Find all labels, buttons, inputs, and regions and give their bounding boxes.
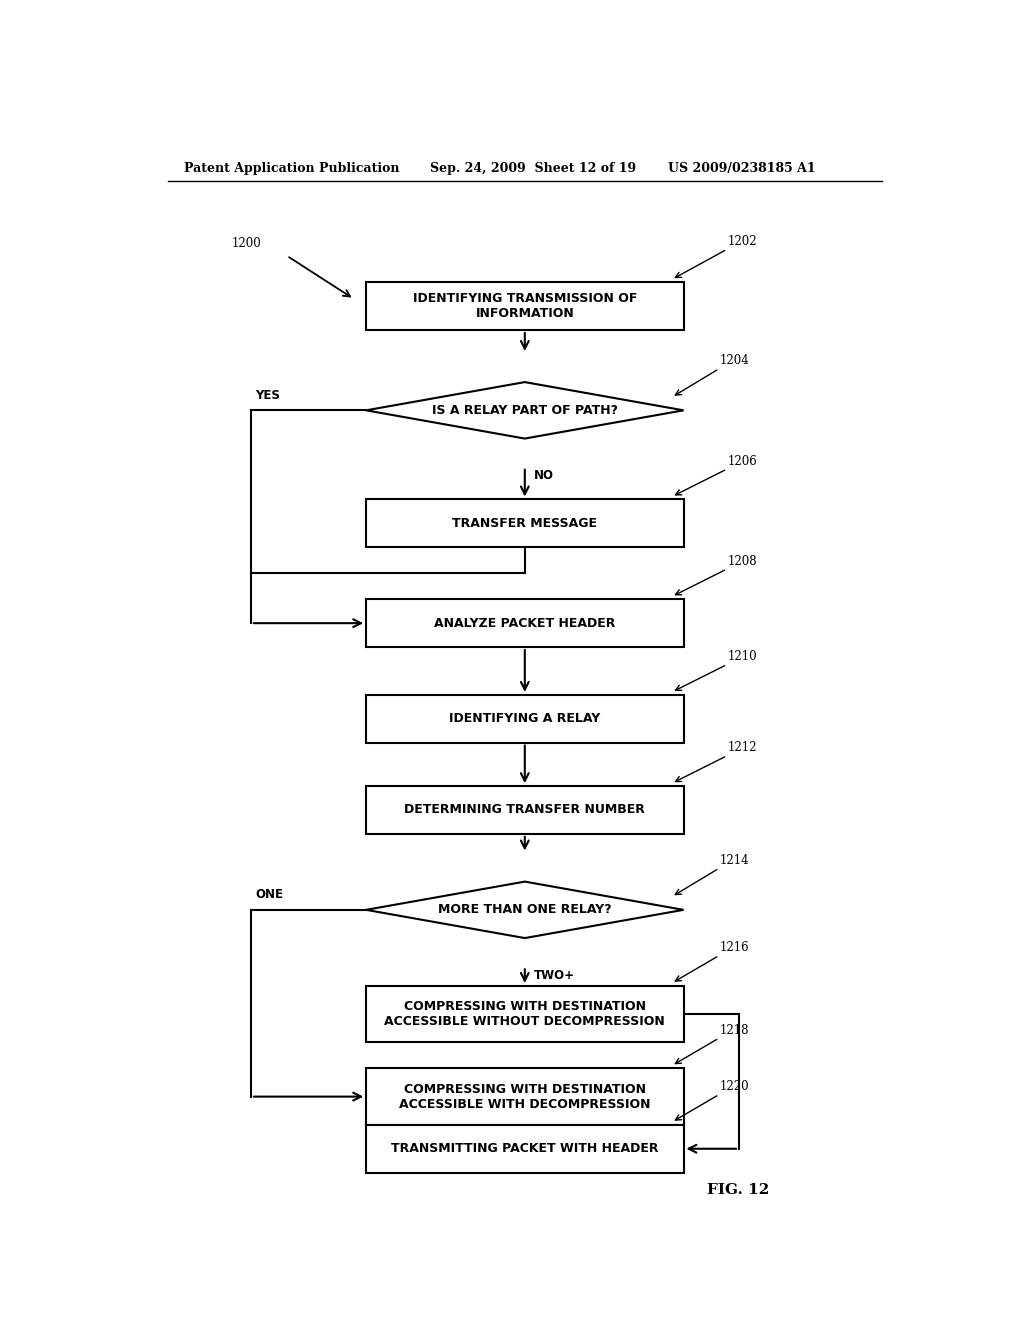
- Text: FIG. 12: FIG. 12: [708, 1183, 770, 1197]
- Text: 1204: 1204: [719, 354, 749, 367]
- FancyBboxPatch shape: [367, 599, 684, 647]
- Text: COMPRESSING WITH DESTINATION
ACCESSIBLE WITHOUT DECOMPRESSION: COMPRESSING WITH DESTINATION ACCESSIBLE …: [384, 1001, 666, 1028]
- Text: IDENTIFYING A RELAY: IDENTIFYING A RELAY: [450, 713, 600, 725]
- Text: 1210: 1210: [727, 649, 757, 663]
- FancyBboxPatch shape: [367, 1125, 684, 1172]
- Text: 1212: 1212: [727, 742, 757, 754]
- Text: 1200: 1200: [231, 238, 261, 249]
- Text: TRANSMITTING PACKET WITH HEADER: TRANSMITTING PACKET WITH HEADER: [391, 1142, 658, 1155]
- FancyBboxPatch shape: [367, 785, 684, 834]
- Text: 1208: 1208: [727, 554, 757, 568]
- FancyBboxPatch shape: [367, 694, 684, 743]
- Text: 1220: 1220: [719, 1080, 749, 1093]
- Text: TRANSFER MESSAGE: TRANSFER MESSAGE: [453, 516, 597, 529]
- Text: MORE THAN ONE RELAY?: MORE THAN ONE RELAY?: [438, 903, 611, 916]
- Text: COMPRESSING WITH DESTINATION
ACCESSIBLE WITH DECOMPRESSION: COMPRESSING WITH DESTINATION ACCESSIBLE …: [399, 1082, 650, 1110]
- Text: ONE: ONE: [255, 888, 283, 902]
- FancyBboxPatch shape: [367, 986, 684, 1043]
- Text: 1216: 1216: [719, 941, 749, 954]
- Text: DETERMINING TRANSFER NUMBER: DETERMINING TRANSFER NUMBER: [404, 804, 645, 817]
- FancyBboxPatch shape: [367, 282, 684, 330]
- Text: 1218: 1218: [719, 1023, 749, 1036]
- Text: IS A RELAY PART OF PATH?: IS A RELAY PART OF PATH?: [432, 404, 617, 417]
- Polygon shape: [367, 381, 684, 438]
- Text: ANALYZE PACKET HEADER: ANALYZE PACKET HEADER: [434, 616, 615, 630]
- Text: 1202: 1202: [727, 235, 757, 248]
- Text: YES: YES: [255, 388, 280, 401]
- Text: TWO+: TWO+: [535, 969, 575, 982]
- FancyBboxPatch shape: [367, 1068, 684, 1125]
- Text: Sep. 24, 2009  Sheet 12 of 19: Sep. 24, 2009 Sheet 12 of 19: [430, 162, 636, 176]
- Text: Patent Application Publication: Patent Application Publication: [183, 162, 399, 176]
- Text: 1214: 1214: [719, 854, 749, 867]
- Text: US 2009/0238185 A1: US 2009/0238185 A1: [668, 162, 815, 176]
- FancyBboxPatch shape: [367, 499, 684, 548]
- Text: 1206: 1206: [727, 454, 757, 467]
- Text: NO: NO: [535, 470, 554, 482]
- Text: IDENTIFYING TRANSMISSION OF
INFORMATION: IDENTIFYING TRANSMISSION OF INFORMATION: [413, 292, 637, 319]
- Polygon shape: [367, 882, 684, 939]
